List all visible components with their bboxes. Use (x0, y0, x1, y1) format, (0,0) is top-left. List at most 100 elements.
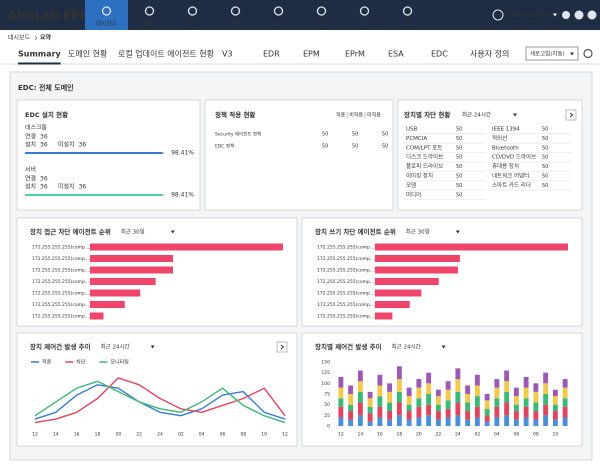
bar-segment (504, 391, 510, 403)
device-name: 미디어 (406, 190, 421, 198)
progress-label: 98.41% (171, 150, 194, 157)
nav-item[interactable]: 로그 (359, 21, 371, 28)
bar (375, 289, 422, 297)
nav-item[interactable]: 정책 (273, 20, 284, 28)
device-value: 50 (456, 145, 462, 151)
next-button[interactable] (276, 341, 288, 353)
bar-segment (533, 411, 539, 420)
account-icon[interactable] (587, 10, 597, 20)
device-name: USB (406, 127, 418, 133)
bar-segment (348, 385, 354, 394)
tab[interactable]: EPM (303, 50, 320, 59)
tab[interactable]: Summary (18, 50, 61, 59)
bar-segment (426, 404, 432, 416)
tab[interactable]: 도메인 현황 (68, 49, 108, 59)
bar-segment (543, 415, 549, 426)
bar-segment (513, 387, 519, 397)
tab[interactable]: EDC (431, 50, 448, 59)
next-arrow (569, 112, 574, 118)
nav-icon (101, 6, 112, 16)
bar-segment (416, 387, 422, 399)
tab[interactable]: EDR (263, 50, 280, 59)
y-tick-label: 125 (321, 370, 330, 376)
y-tick-label: 100 (321, 381, 330, 387)
bar-segment (338, 398, 344, 407)
category-label: 172.255.255.255(comp...) (32, 279, 91, 285)
card (397, 99, 583, 211)
x-tick-label: 22 (436, 432, 442, 438)
stat-value: 36 (79, 142, 87, 149)
bar-segment (465, 385, 471, 394)
stat-value: 36 (40, 176, 48, 183)
tab[interactable]: V3 (222, 50, 233, 59)
refresh-dropdown[interactable] (525, 46, 579, 61)
tab[interactable]: 사용자 정의 (470, 49, 509, 59)
bar-segment (455, 415, 461, 426)
bar (90, 312, 104, 320)
bar-segment (387, 419, 393, 426)
bar-segment (465, 411, 471, 420)
bar-segment (474, 385, 480, 397)
x-tick-label: 12 (282, 432, 288, 438)
category-label: 172.255.255.255(comp...) (32, 314, 91, 320)
bar-segment (406, 419, 412, 426)
x-tick-label: 16 (74, 432, 80, 438)
stat-label: 미설치 (58, 183, 75, 191)
bar-segment (552, 411, 558, 420)
bar-segment (387, 391, 393, 403)
dropdown-caret (513, 113, 517, 117)
refresh-icon[interactable] (583, 48, 593, 59)
bar-segment (523, 376, 529, 388)
policy-name: EDC 정책 (215, 143, 234, 150)
device-name: 적외선 (492, 134, 507, 142)
nav-item[interactable]: 관리 (187, 20, 198, 28)
category-label: 172.255.255.255(comp...) (317, 245, 376, 251)
bar-segment (357, 370, 363, 382)
x-tick-label: 08 (240, 432, 246, 438)
bar (90, 278, 156, 285)
help-icon[interactable] (574, 10, 584, 20)
stat-label: 미설치 (58, 141, 75, 149)
bar-segment (406, 387, 412, 397)
bar-segment (426, 372, 432, 384)
bar-segment (396, 391, 402, 403)
device-value: 50 (456, 155, 462, 161)
device-value: 50 (456, 192, 462, 198)
x-tick-label: 14 (53, 432, 59, 438)
nav-item[interactable]: 대시보드 (95, 20, 118, 28)
x-tick-label: 24 (455, 432, 461, 438)
policy-value: 50 (322, 132, 328, 138)
tab[interactable]: ESA (388, 50, 404, 59)
bell-icon[interactable] (562, 11, 570, 19)
nav-item[interactable]: 대응 (230, 20, 242, 28)
bar-segment (552, 419, 558, 426)
tab[interactable]: EPrM (345, 50, 365, 59)
bar-segment (357, 402, 363, 416)
bar-segment (543, 394, 549, 405)
nav-item[interactable]: 탐지 (144, 20, 155, 28)
bar-segment (396, 415, 402, 426)
category-label: 172.255.255.255(comp...) (317, 314, 376, 320)
bar-segment (552, 404, 558, 412)
bar-segment (348, 394, 354, 405)
bar (90, 255, 173, 262)
device-value: 50 (456, 183, 462, 189)
card (16, 332, 298, 447)
next-button[interactable] (565, 109, 577, 121)
nav-icon (230, 6, 241, 16)
bar-segment (348, 404, 354, 412)
bar-segment (562, 398, 568, 407)
x-tick-label: 16 (377, 432, 383, 438)
policy-value: 50 (352, 144, 358, 150)
bar-segment (445, 417, 451, 426)
device-value: 50 (542, 127, 548, 133)
nav-item[interactable]: 보고서 (313, 20, 330, 28)
x-tick-label: 06 (220, 432, 226, 438)
device-value: 50 (542, 136, 548, 142)
tab[interactable]: 로컬 업데이트 에이전트 현황 (118, 49, 215, 59)
nav-item[interactable]: 설정 (402, 20, 413, 28)
bar-segment (338, 406, 344, 418)
stat-label: 연결 (25, 133, 36, 141)
x-tick-label: 04 (199, 432, 205, 438)
bar-segment (562, 417, 568, 426)
